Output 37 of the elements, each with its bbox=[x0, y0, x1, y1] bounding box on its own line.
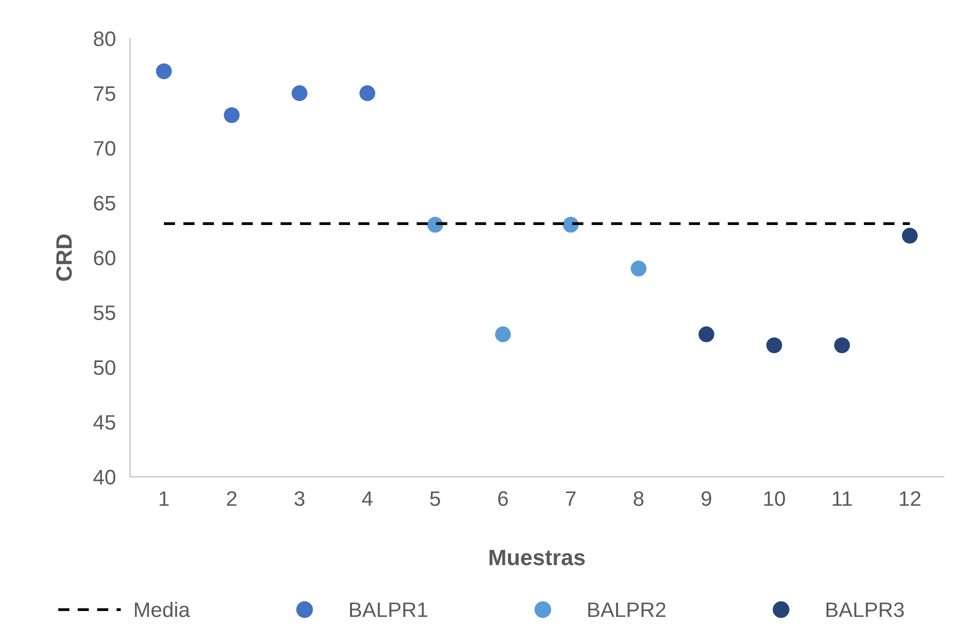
x-tick-label: 2 bbox=[226, 491, 236, 506]
point bbox=[834, 337, 850, 354]
x-tick-label: 1 bbox=[160, 491, 169, 506]
y-tick-label: 40 bbox=[93, 470, 116, 485]
x-tick-label: 5 bbox=[430, 491, 440, 506]
y-tick-label: 50 bbox=[94, 360, 116, 375]
legend-label: BALPR3 bbox=[826, 602, 904, 618]
x-tick-label: 9 bbox=[702, 491, 712, 506]
point bbox=[224, 107, 240, 124]
point bbox=[156, 63, 172, 80]
x-tick-label: 10 bbox=[764, 491, 785, 506]
x-tick-label: 8 bbox=[634, 491, 644, 506]
y-tick-label: 65 bbox=[94, 196, 116, 211]
point bbox=[698, 326, 714, 342]
y-tick-label: 70 bbox=[94, 141, 116, 156]
y-tick-label: 45 bbox=[93, 415, 116, 430]
x-tick-label: 6 bbox=[498, 491, 508, 506]
x-tick-label: 12 bbox=[900, 491, 920, 506]
point bbox=[495, 326, 511, 342]
point bbox=[359, 85, 376, 102]
x-tick-label: 3 bbox=[294, 491, 304, 506]
x-axis-title: Muestras bbox=[490, 550, 585, 566]
y-tick-label: 55 bbox=[94, 306, 116, 320]
point bbox=[902, 228, 918, 244]
point bbox=[292, 85, 308, 102]
legend-label: BALPR1 bbox=[350, 602, 428, 617]
legend-label: BALPR2 bbox=[588, 602, 666, 617]
x-tick-label: 11 bbox=[832, 491, 852, 506]
point bbox=[630, 260, 647, 276]
y-tick-label: 75 bbox=[94, 86, 116, 101]
y-axis-title: CRD bbox=[56, 234, 72, 281]
legend-label: Media bbox=[134, 602, 190, 618]
point bbox=[766, 337, 782, 354]
x-tick-label: 7 bbox=[566, 491, 576, 506]
y-tick-label: 80 bbox=[94, 31, 116, 46]
x-tick-label: 4 bbox=[362, 491, 373, 506]
y-tick-label: 60 bbox=[94, 250, 116, 266]
